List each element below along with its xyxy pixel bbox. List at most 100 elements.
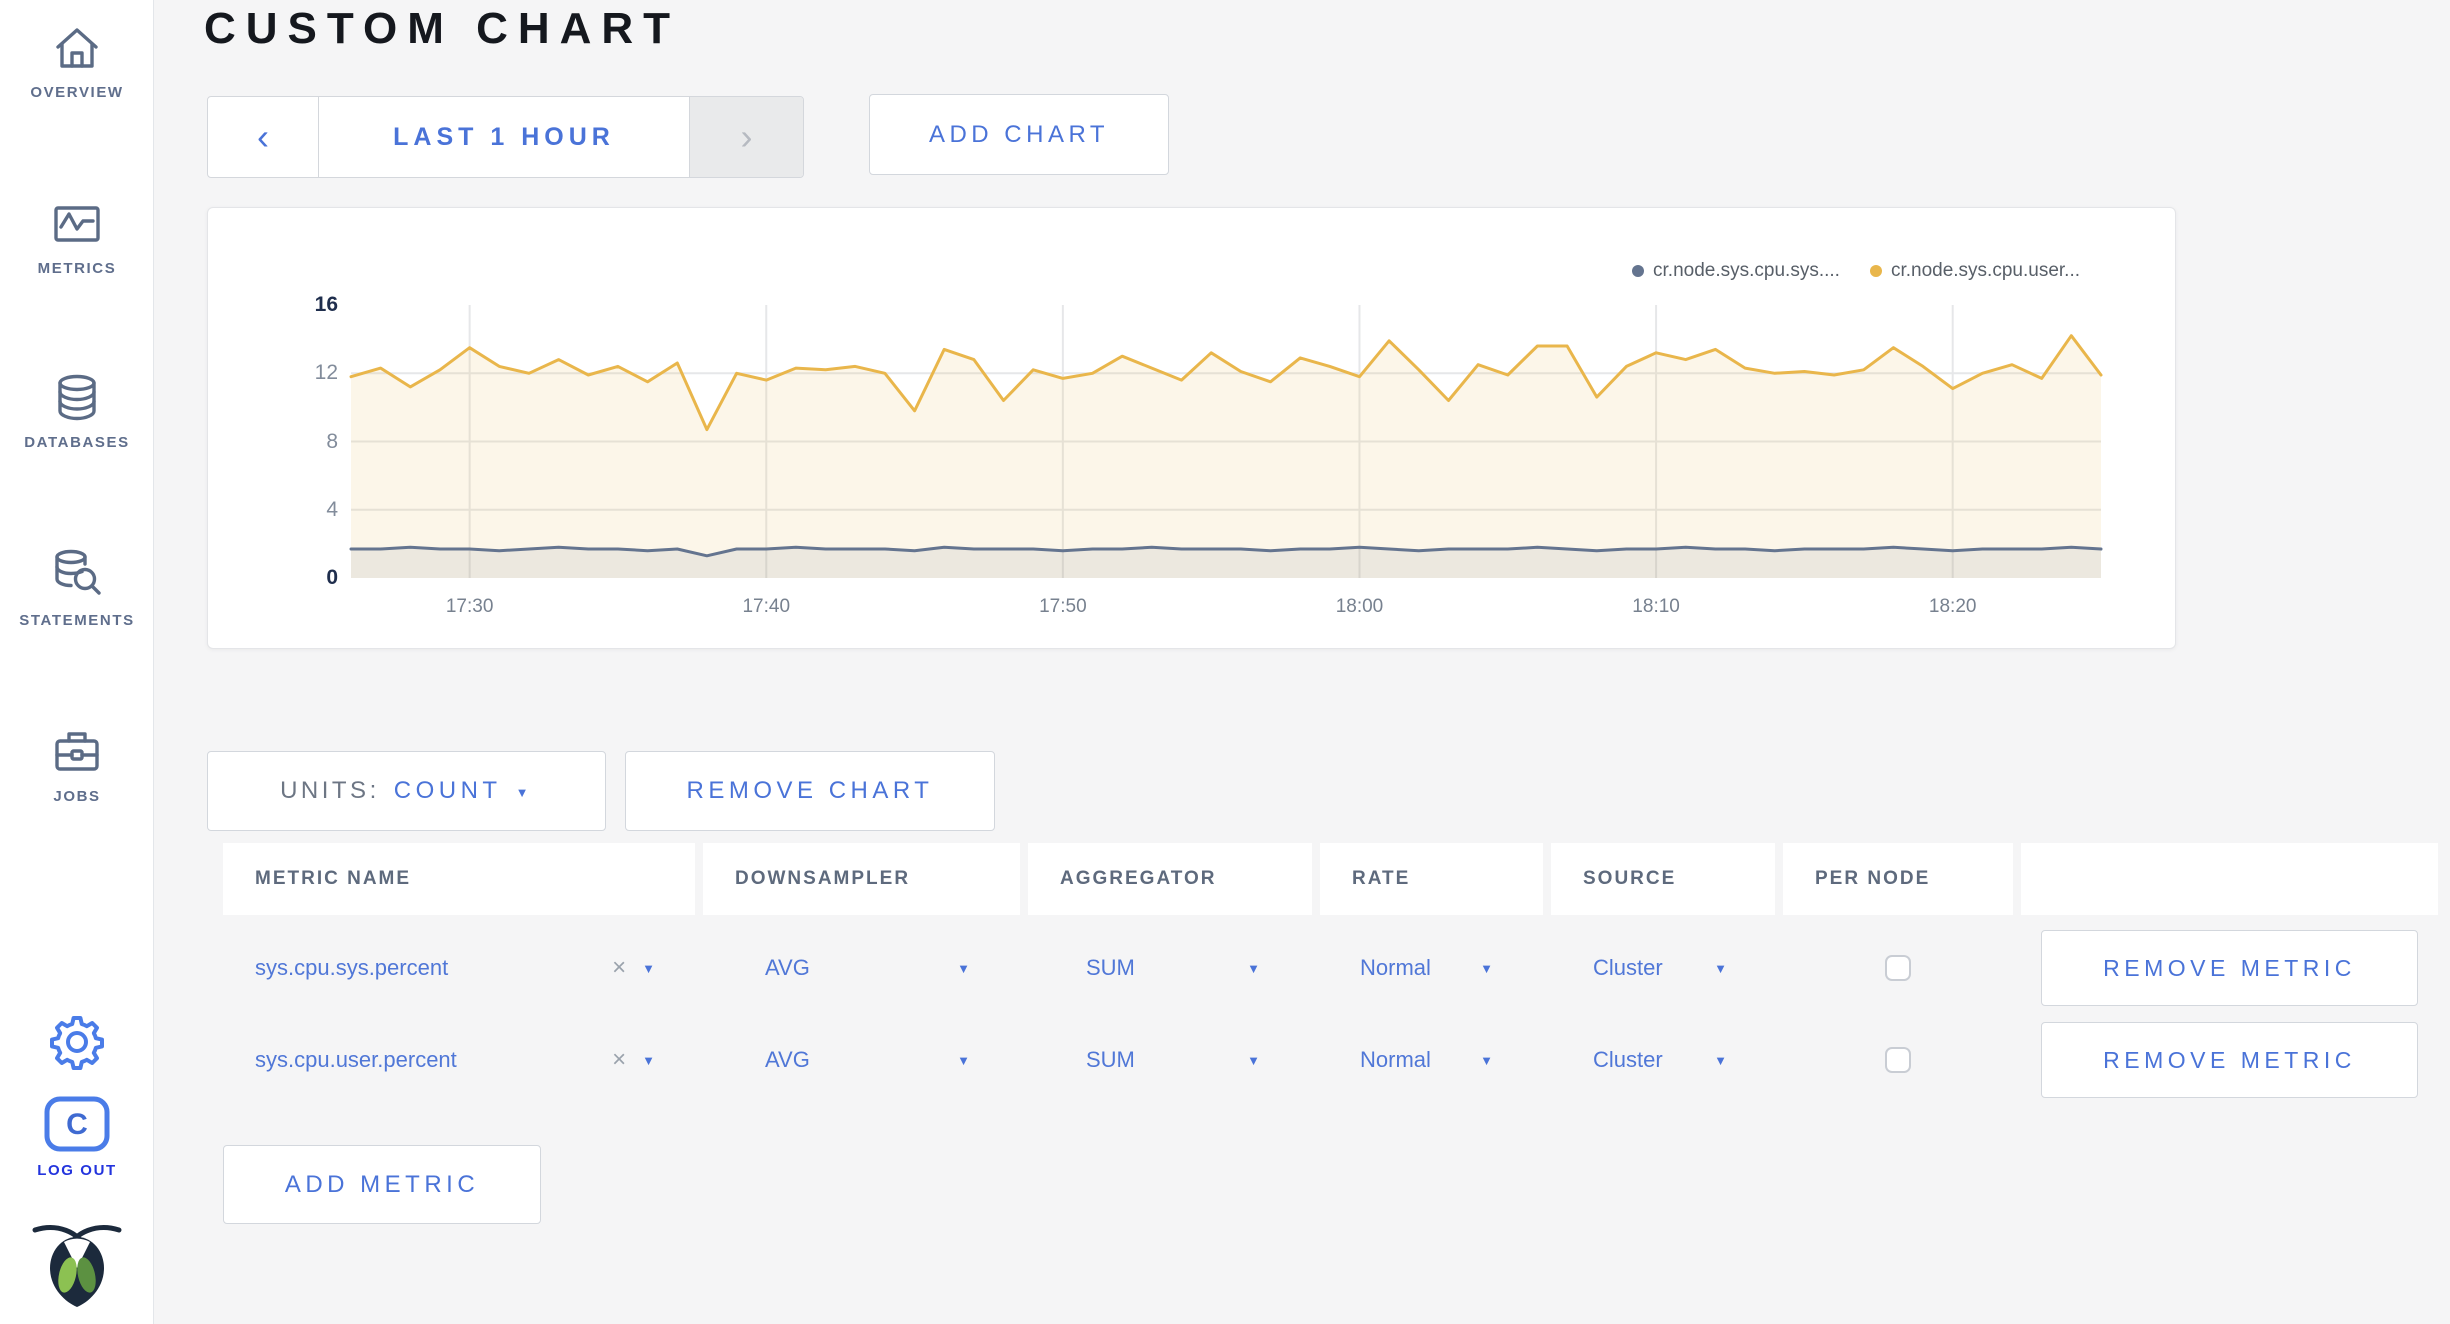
metric-name-value[interactable]: sys.cpu.user.percent <box>255 1047 457 1072</box>
downsampler-value: AVG <box>765 1047 810 1072</box>
sidebar-item-label: STATEMENTS <box>19 612 135 629</box>
jobs-icon <box>55 732 99 771</box>
time-range-next-button[interactable]: › <box>690 97 803 177</box>
sidebar-item-statements[interactable]: STATEMENTS <box>0 548 154 629</box>
sidebar-brand[interactable] <box>0 1222 154 1308</box>
sidebar-item-overview[interactable]: OVERVIEW <box>0 22 154 101</box>
legend-dot-user <box>1869 265 1882 277</box>
chevron-left-icon: ‹ <box>257 116 269 157</box>
sidebar: OVERVIEW METRICS DATABASES <box>0 0 154 1324</box>
metric-name-cell: sys.cpu.sys.percent × ▼ <box>223 922 695 1014</box>
sidebar-item-label: JOBS <box>53 788 101 805</box>
home-icon <box>56 28 98 68</box>
source-value: Cluster <box>1593 955 1663 980</box>
per-node-cell <box>1783 922 2013 1014</box>
y-axis-labels: 0 4 8 12 16 <box>256 293 338 589</box>
aggregator-dropdown[interactable]: SUM ▼ <box>1028 1014 1312 1106</box>
rate-dropdown[interactable]: Normal ▼ <box>1320 922 1543 1014</box>
sidebar-item-jobs[interactable]: JOBS <box>0 726 154 805</box>
aggregator-dropdown[interactable]: SUM ▼ <box>1028 922 1312 1014</box>
sidebar-item-databases[interactable]: DATABASES <box>0 372 154 451</box>
legend-label-user: cr.node.sys.cpu.user... <box>1890 260 2080 281</box>
sidebar-item-label: METRICS <box>37 260 117 277</box>
chevron-down-icon: ▼ <box>957 960 970 976</box>
sidebar-item-metrics[interactable]: METRICS <box>0 198 154 277</box>
clear-metric-icon[interactable]: × <box>612 954 627 981</box>
column-header-per-node: PER NODE <box>1783 843 2013 915</box>
rate-dropdown[interactable]: Normal ▼ <box>1320 1014 1543 1106</box>
x-tick-label: 17:40 <box>742 596 791 617</box>
source-dropdown[interactable]: Cluster ▼ <box>1551 1014 1775 1106</box>
svg-text:C: C <box>66 1108 88 1141</box>
chevron-down-icon: ▼ <box>1714 1052 1727 1068</box>
per-node-cell <box>1783 1014 2013 1106</box>
units-label: UNITS: <box>280 777 380 804</box>
logout-label: LOG OUT <box>37 1162 117 1179</box>
chart-canvas <box>349 305 2103 578</box>
chevron-down-icon[interactable]: ▼ <box>642 960 655 976</box>
metrics-icon <box>54 206 100 242</box>
line-chart-plot[interactable] <box>349 305 2103 578</box>
chevron-down-icon[interactable]: ▼ <box>642 1052 655 1068</box>
add-metric-button[interactable]: ADD METRIC <box>223 1145 541 1224</box>
source-dropdown[interactable]: Cluster ▼ <box>1551 922 1775 1014</box>
add-chart-button[interactable]: ADD CHART <box>869 94 1169 175</box>
chevron-down-icon: ▼ <box>1247 960 1260 976</box>
legend-label-sys: cr.node.sys.cpu.sys.... <box>1653 260 1840 281</box>
logout-icon: C <box>44 1096 110 1152</box>
x-tick-label: 18:20 <box>1928 596 1977 617</box>
statements-icon <box>55 549 101 595</box>
clear-metric-icon[interactable]: × <box>612 1046 627 1073</box>
remove-metric-button[interactable]: REMOVE METRIC <box>2041 1022 2418 1098</box>
remove-metric-button[interactable]: REMOVE METRIC <box>2041 930 2418 1006</box>
sidebar-settings[interactable] <box>0 1014 154 1070</box>
aggregator-value: SUM <box>1086 1047 1135 1072</box>
per-node-checkbox[interactable] <box>1885 1047 1911 1073</box>
rate-value: Normal <box>1360 955 1431 980</box>
sidebar-item-label: DATABASES <box>24 434 130 451</box>
x-tick-label: 18:10 <box>1632 596 1680 617</box>
aggregator-value: SUM <box>1086 955 1135 980</box>
column-header-rate: RATE <box>1320 843 1543 915</box>
column-header-source: SOURCE <box>1551 843 1775 915</box>
column-header-metric-name: METRIC NAME <box>223 843 695 915</box>
actions-cell: REMOVE METRIC <box>2041 1014 2418 1106</box>
metric-name-value[interactable]: sys.cpu.sys.percent <box>255 955 449 980</box>
database-icon <box>58 374 96 421</box>
column-header-actions <box>2021 843 2438 915</box>
chevron-down-icon: ▼ <box>1714 960 1727 976</box>
downsampler-dropdown[interactable]: AVG ▼ <box>703 1014 1020 1106</box>
chevron-down-icon: ▼ <box>1247 1052 1260 1068</box>
sidebar-item-label: OVERVIEW <box>30 84 124 101</box>
rate-value: Normal <box>1360 1047 1431 1072</box>
actions-cell: REMOVE METRIC <box>2041 922 2418 1014</box>
chevron-down-icon: ▼ <box>957 1052 970 1068</box>
time-range-prev-button[interactable]: ‹ <box>208 97 319 177</box>
downsampler-value: AVG <box>765 955 810 980</box>
y-tick-label: 0 <box>326 566 338 589</box>
chevron-right-icon: › <box>740 116 753 157</box>
sidebar-logout[interactable]: C LOG OUT <box>0 1096 154 1179</box>
units-dropdown[interactable]: UNITS: COUNT ▼ <box>207 751 606 831</box>
downsampler-dropdown[interactable]: AVG ▼ <box>703 922 1020 1014</box>
y-tick-label: 16 <box>314 293 338 316</box>
y-tick-label: 12 <box>314 361 338 385</box>
legend-dot-sys <box>1632 265 1645 277</box>
chevron-down-icon: ▼ <box>1480 1052 1493 1068</box>
column-header-aggregator: AGGREGATOR <box>1028 843 1312 915</box>
chart-legend: cr.node.sys.cpu.sys.... cr.node.sys.cpu.… <box>1632 260 2080 282</box>
column-header-downsampler: DOWNSAMPLER <box>703 843 1020 915</box>
chevron-down-icon: ▼ <box>515 784 533 800</box>
per-node-checkbox[interactable] <box>1885 955 1911 981</box>
x-tick-label: 17:30 <box>445 596 494 617</box>
source-value: Cluster <box>1593 1047 1663 1072</box>
time-range-value[interactable]: LAST 1 HOUR <box>319 97 690 177</box>
y-tick-label: 4 <box>326 497 338 521</box>
legend-item-user[interactable]: cr.node.sys.cpu.user... <box>1869 260 2080 282</box>
legend-item-sys[interactable]: cr.node.sys.cpu.sys.... <box>1632 260 1840 282</box>
remove-chart-button[interactable]: REMOVE CHART <box>625 751 995 831</box>
gear-icon <box>50 1016 104 1070</box>
x-tick-label: 18:00 <box>1335 596 1384 617</box>
units-value: COUNT <box>393 777 502 804</box>
